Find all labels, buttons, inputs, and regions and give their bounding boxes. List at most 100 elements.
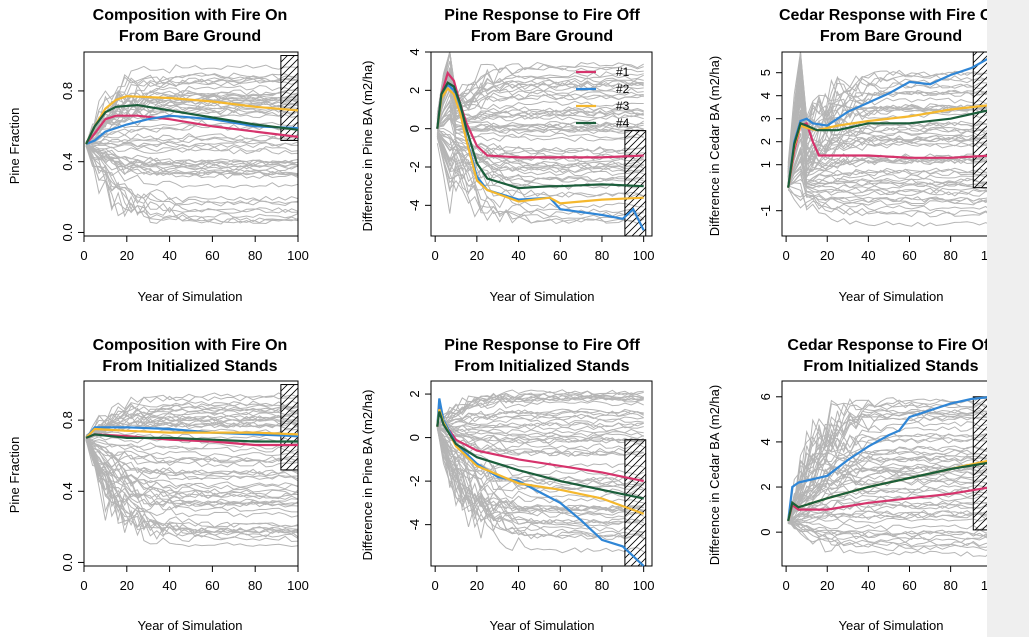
series-line-4 xyxy=(85,433,298,443)
ensemble-line xyxy=(436,426,644,554)
panel-subtitle: From Initialized Stands xyxy=(102,358,277,375)
series-line-2 xyxy=(787,55,993,188)
ensemble-line xyxy=(436,109,644,142)
ensemble-line xyxy=(787,117,992,178)
ensemble-line xyxy=(787,173,993,212)
ensemble-line xyxy=(787,493,992,522)
ensemble-line xyxy=(85,400,299,438)
x-tick-label: 100 xyxy=(633,578,655,593)
ensemble-line xyxy=(85,439,299,496)
ensemble-line xyxy=(85,141,299,214)
x-tick-label: 40 xyxy=(162,248,176,263)
ensemble-line xyxy=(436,69,644,121)
ensemble-line xyxy=(86,145,299,155)
x-tick-label: 60 xyxy=(553,248,567,263)
ensemble-line xyxy=(787,102,993,177)
ensemble-line xyxy=(787,450,992,521)
ensemble-line xyxy=(787,504,992,522)
y-tick-label: 0.0 xyxy=(60,223,75,241)
x-axis-label: Year of Simulation xyxy=(838,618,943,633)
y-axis-label: Difference in Pine BA (m2/ha) xyxy=(360,60,375,231)
ensemble-line xyxy=(787,159,992,184)
series-line-4 xyxy=(436,411,644,500)
ensemble-line xyxy=(86,141,299,148)
ensemble-line xyxy=(85,440,299,482)
ensemble-line xyxy=(85,438,299,450)
x-tick-label: 20 xyxy=(820,248,834,263)
panel-title: Composition with Fire On xyxy=(93,7,288,24)
panel-title: Pine Response to Fire Off xyxy=(444,337,640,354)
ensemble-line xyxy=(787,109,992,178)
ensemble-line xyxy=(436,51,644,116)
ensemble-line xyxy=(437,428,644,446)
x-tick-label: 100 xyxy=(287,578,309,593)
ensemble-line xyxy=(85,143,299,177)
ensemble-line xyxy=(436,426,644,511)
ensemble-line xyxy=(85,410,299,438)
y-tick-label: 0.0 xyxy=(60,553,75,571)
ensemble-trajectories xyxy=(787,397,993,557)
x-tick-label: 80 xyxy=(595,578,609,593)
legend-label: #2 xyxy=(616,82,630,96)
x-tick-label: 100 xyxy=(633,248,655,263)
ensemble-line xyxy=(787,172,992,203)
ensemble-line xyxy=(787,79,993,175)
ensemble-line xyxy=(787,518,992,552)
y-tick-label: 4 xyxy=(758,438,773,445)
ensemble-line xyxy=(437,422,644,430)
series-line-1 xyxy=(85,114,299,145)
ensemble-line xyxy=(85,137,299,147)
ensemble-line xyxy=(787,519,992,538)
ensemble-line xyxy=(436,113,644,129)
ensemble-line xyxy=(85,132,299,145)
ensemble-line xyxy=(85,98,299,144)
ensemble-line xyxy=(436,132,644,167)
legend-label: #4 xyxy=(616,116,630,130)
ensemble-line xyxy=(436,426,644,486)
y-axis-label: Difference in Cedar BA (m2/ha) xyxy=(707,56,722,236)
ensemble-line xyxy=(787,159,992,185)
x-tick-label: 0 xyxy=(782,578,789,593)
ensemble-line xyxy=(436,128,644,177)
y-axis-label: Pine Fraction xyxy=(7,437,22,514)
ensemble-line xyxy=(85,144,299,189)
ensemble-line xyxy=(787,517,993,537)
ensemble-line xyxy=(436,51,644,114)
ensemble-line xyxy=(788,503,992,522)
ensemble-line xyxy=(85,437,299,548)
ensemble-line xyxy=(436,426,644,457)
x-tick-label: 80 xyxy=(943,578,957,593)
ensemble-line xyxy=(437,427,644,443)
series-line-4 xyxy=(787,108,993,188)
ensemble-line xyxy=(787,407,993,520)
ensemble-line xyxy=(85,84,299,147)
ensemble-line xyxy=(436,137,644,198)
ensemble-line xyxy=(85,435,299,475)
ensemble-line xyxy=(436,68,644,123)
ensemble-line xyxy=(85,144,299,169)
ensemble-line xyxy=(787,71,992,173)
ensemble-line xyxy=(85,437,298,513)
ensemble-line xyxy=(436,428,644,540)
hatched-window xyxy=(280,384,299,471)
series-line-2 xyxy=(85,114,299,146)
ensemble-line xyxy=(85,438,299,500)
x-tick-label: 40 xyxy=(861,248,875,263)
ensemble-line xyxy=(85,440,299,539)
y-tick-label: -4 xyxy=(407,200,422,212)
plot-frame xyxy=(83,380,299,567)
ensemble-line xyxy=(787,119,993,178)
ensemble-line xyxy=(788,485,992,521)
ensemble-line xyxy=(86,414,299,438)
ensemble-line xyxy=(436,143,644,224)
ensemble-line xyxy=(437,407,644,427)
panel-cedar-response-initialized: Cedar Response to Fire Off From Initiali… xyxy=(707,337,1003,633)
y-tick-label: 0 xyxy=(758,529,773,536)
x-tick-label: 40 xyxy=(511,578,525,593)
plot-frame xyxy=(430,51,653,237)
panel-subtitle: From Bare Ground xyxy=(119,28,261,45)
y-tick-label: -4 xyxy=(407,519,422,531)
scrollbar[interactable] xyxy=(987,0,1029,637)
x-axis-label: Year of Simulation xyxy=(489,289,594,304)
